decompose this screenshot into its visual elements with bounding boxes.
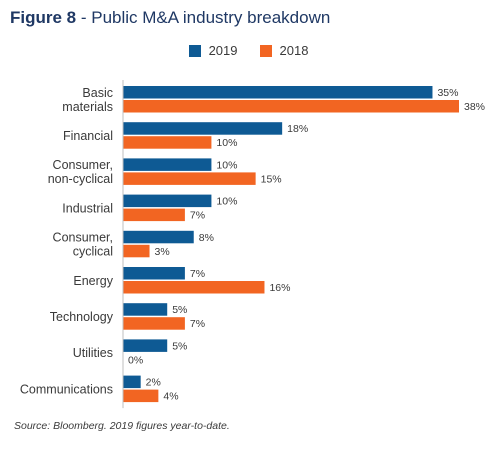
bar-2018 [123,100,459,113]
category-label: Energy [73,274,113,288]
bar-2018 [123,136,212,149]
figure-label: Figure 8 [10,8,77,27]
category-label: non-cyclical [48,172,113,186]
bar-2019 [123,122,283,135]
title-text: Public M&A industry breakdown [91,8,331,27]
bar-2019 [123,375,141,389]
bar-2019 [123,267,185,280]
bar-2018 [123,281,265,294]
category-label: Technology [50,310,114,324]
data-label-2018: 10% [216,137,237,149]
data-label-2018: 3% [155,246,170,258]
category-label: Communications [20,382,113,396]
data-label-2019: 2% [146,377,161,389]
data-label-2018: 38% [464,101,485,113]
chart-title: Figure 8 - Public M&A industry breakdown [10,8,330,28]
bar-2018 [123,317,185,330]
bar-2019 [123,86,433,99]
data-label-2018: 0% [128,354,143,366]
legend-item-2018: 2018 [259,43,309,58]
legend-swatch-2018 [259,44,272,57]
bar-2019 [123,230,194,244]
category-label: Industrial [62,201,113,215]
category-label: Consumer, [53,231,113,245]
bar-2018 [123,208,185,222]
category-label: materials [62,100,113,114]
source-note: Source: Bloomberg. 2019 figures year-to-… [14,420,230,432]
bar-2019 [123,339,168,352]
bar-2018 [123,244,150,258]
category-label: Utilities [73,346,113,360]
data-label-2019: 35% [437,87,458,99]
bar-2019 [123,158,212,171]
legend-label-2019: 2019 [208,43,238,58]
title-separator: - [76,8,92,27]
data-label-2018: 7% [190,210,205,222]
data-label-2018: 16% [269,282,290,294]
bar-2018 [123,389,159,403]
data-label-2019: 7% [190,268,205,280]
category-label: Basic [82,86,113,100]
data-label-2019: 10% [216,196,237,208]
data-label-2018: 7% [190,318,205,330]
chart-legend: 2019 2018 [0,43,497,58]
bar-2019 [123,303,168,316]
data-label-2019: 10% [216,159,237,171]
bar-2018 [123,172,256,185]
legend-swatch-2019 [188,44,201,57]
data-label-2018: 4% [163,391,178,403]
data-label-2019: 8% [199,232,214,244]
legend-item-2019: 2019 [188,43,238,58]
category-label: Consumer, [53,158,113,172]
data-label-2019: 5% [172,340,187,352]
data-label-2019: 5% [172,304,187,316]
bar-2019 [123,194,212,208]
category-label: Financial [63,129,113,143]
legend-label-2018: 2018 [279,43,309,58]
category-label: cyclical [73,245,113,259]
data-label-2018: 15% [261,173,282,185]
data-label-2019: 18% [287,123,308,135]
